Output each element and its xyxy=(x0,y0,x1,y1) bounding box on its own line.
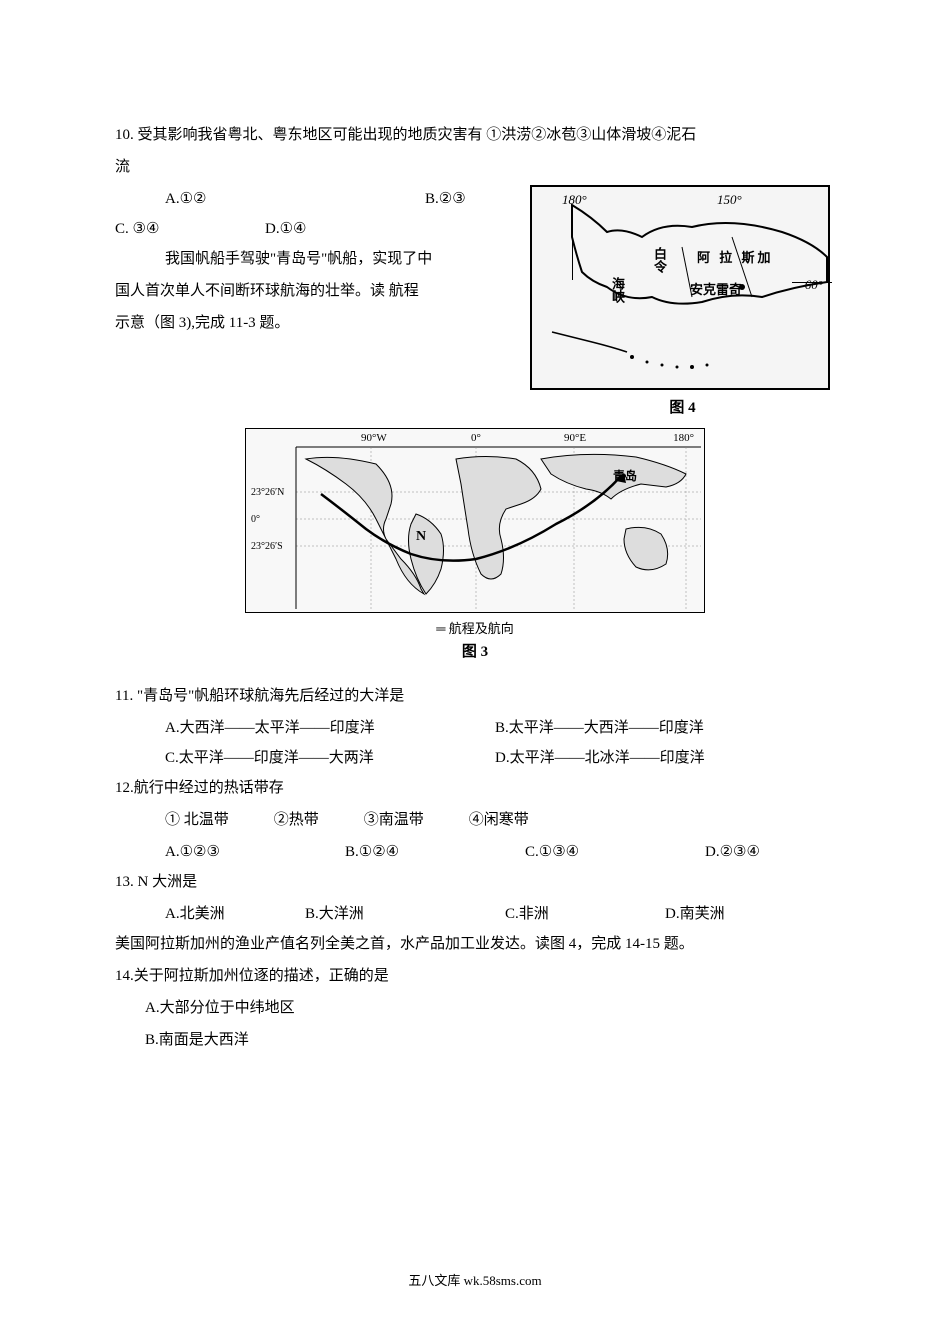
map4-haixia: 海峡 xyxy=(608,277,627,303)
map4-svg xyxy=(532,187,832,392)
passage1-line1: 我国帆船手驾驶"青岛号"帆船，实现了中 xyxy=(165,244,525,274)
map4-container: 180° 150° 60° 白令 阿 拉 斯加 海峡 安克雷奇 图 4 xyxy=(530,185,835,417)
q13-stem: 13. N 大洲是 xyxy=(115,867,835,897)
passage2: 美国阿拉斯加州的渔业产值名列全美之首，水产品加工业发达。读图 4，完成 14-1… xyxy=(115,929,835,959)
q12-stem: 12.航行中经过的热话带存 xyxy=(115,773,835,803)
map3-qingdao: 青岛 xyxy=(613,467,637,484)
map3-lat23s: 23°26′S xyxy=(251,541,283,552)
map4-caption: 图 4 xyxy=(530,396,835,417)
q10-opt-a: A.①② xyxy=(115,184,425,214)
map3-caption: 图 3 xyxy=(245,640,705,661)
q11-opt-c: C.太平洋——印度洋——大两洋 xyxy=(165,743,495,773)
q12-sub: ① 北温带 ②热带 ③南温带 ④闲寒带 xyxy=(115,805,835,835)
q14-opt-a: A.大部分位于中纬地区 xyxy=(115,993,835,1023)
map4-bailing: 白令 xyxy=(650,247,669,273)
q13-opt-a: A.北美洲 xyxy=(165,899,305,929)
q13-opt-c: C.非洲 xyxy=(505,899,665,929)
map4-ankerage: 安克雷奇 xyxy=(690,279,742,298)
map3-lon180: 180° xyxy=(673,432,694,444)
map3-svg xyxy=(246,429,706,614)
q10-stem: 10. 受其影响我省粤北、粤东地区可能出现的地质灾害有 ①洪涝②冰苞③山体滑坡④… xyxy=(115,120,835,150)
q12-opt-d: D.②③④ xyxy=(705,837,760,867)
q13-opt-d: D.南芙洲 xyxy=(665,899,725,929)
map3-lat0: 0° xyxy=(251,514,260,525)
q11-opt-a: A.大西洋——太平洋——印度洋 xyxy=(165,713,495,743)
passage1-line2: 国人首次单人不间断环球航海的壮举。读 航程 xyxy=(115,276,525,306)
passage1-line3: 示意（图 3),完成 11-3 题。 xyxy=(115,308,525,338)
q12-opt-c: C.①③④ xyxy=(525,837,705,867)
map3-lon90e: 90°E xyxy=(564,432,586,444)
map4-lat60: 60° xyxy=(805,277,823,293)
q12-opt-b: B.①②④ xyxy=(345,837,525,867)
q10-opt-c: C. ③④ xyxy=(115,214,265,244)
q14-stem: 14.关于阿拉斯加州位逐的描述，正确的是 xyxy=(115,961,835,991)
q13-opt-b: B.大洋洲 xyxy=(305,899,505,929)
q11-opt-d: D.太平洋——北冰洋——印度洋 xyxy=(495,743,705,773)
q12-opt-a: A.①②③ xyxy=(165,837,345,867)
map3-lon0: 0° xyxy=(471,432,481,444)
map3-lat23n: 23°26′N xyxy=(251,487,284,498)
map3-container: 90°W 0° 90°E 180° 23°26′N 0° 23°26′S N 青… xyxy=(245,428,705,661)
q11-stem: 11. "青岛号"帆船环球航海先后经过的大洋是 xyxy=(115,681,835,711)
map3-lon90w: 90°W xyxy=(361,432,387,444)
footer: 五八文库 wk.58sms.com xyxy=(0,1270,950,1289)
map4-lon180: 180° xyxy=(562,192,587,208)
q10-stem-cont: 流 xyxy=(115,152,835,182)
q14-opt-b: B.南面是大西洋 xyxy=(115,1025,835,1055)
map3-n: N xyxy=(416,529,426,545)
q10-opt-b: B.②③ xyxy=(425,184,525,214)
map4-alaska: 阿 拉 斯加 xyxy=(697,247,774,266)
map4-lon150: 150° xyxy=(717,192,742,208)
q10-opt-d: D.①④ xyxy=(265,214,306,244)
q11-opt-b: B.太平洋——大西洋——印度洋 xyxy=(495,713,704,743)
map3-legend: ═ 航程及航向 xyxy=(245,618,705,637)
